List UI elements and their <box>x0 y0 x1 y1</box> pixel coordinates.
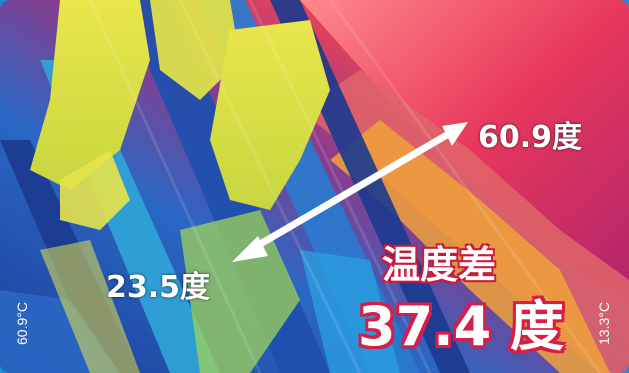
temperature-difference-value: 37.4 度 <box>358 295 565 358</box>
cold-temperature-label: 23.5度 <box>106 270 211 305</box>
scale-min-label: 13.3°C <box>596 302 612 345</box>
scale-max-label: 60.9°C <box>14 302 30 345</box>
hot-temperature-label: 60.9度 <box>478 120 583 155</box>
temperature-difference-title: 温度差 <box>381 242 497 288</box>
measurement-arrow <box>232 122 468 262</box>
